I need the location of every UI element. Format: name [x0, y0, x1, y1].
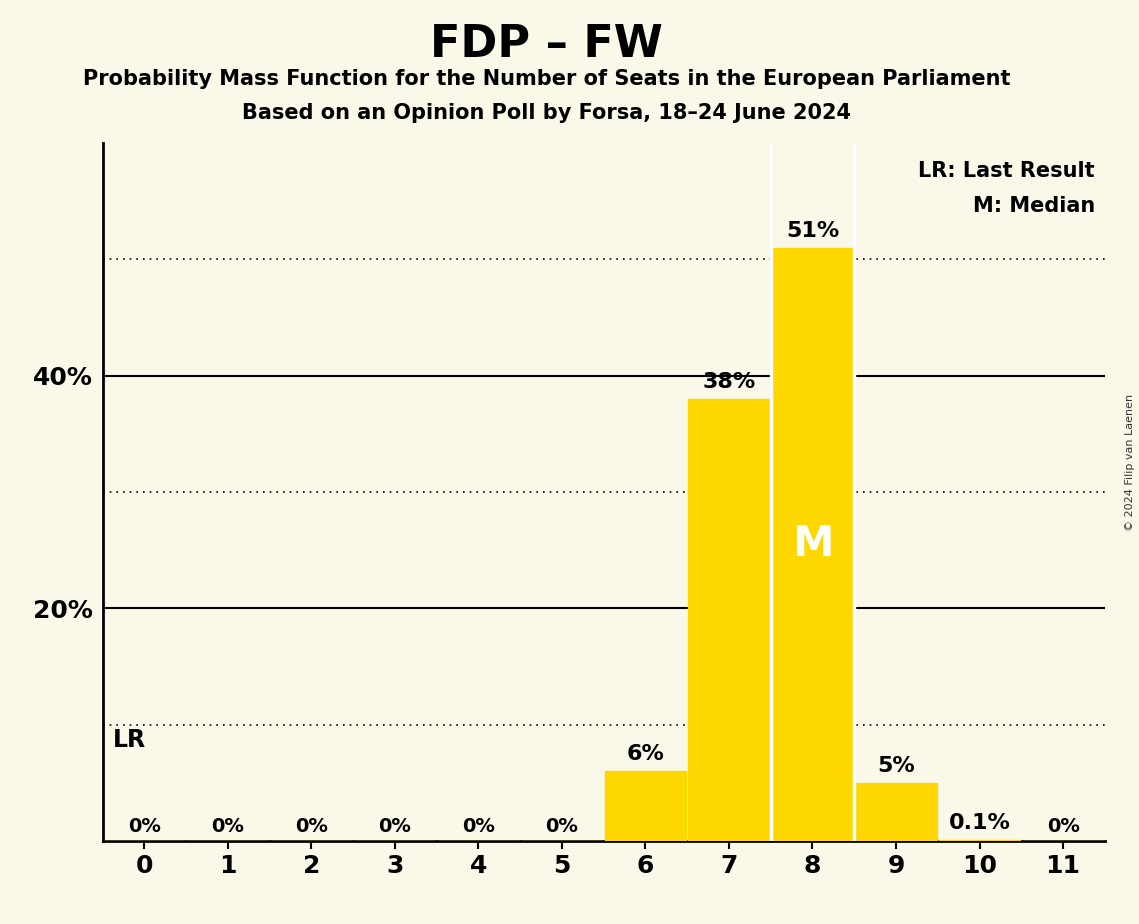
Text: 6%: 6% — [626, 744, 664, 764]
Text: FDP – FW: FDP – FW — [431, 23, 663, 67]
Text: © 2024 Filip van Laenen: © 2024 Filip van Laenen — [1125, 394, 1134, 530]
Text: 0%: 0% — [128, 817, 161, 836]
Text: M: Median: M: Median — [973, 196, 1095, 215]
Text: Probability Mass Function for the Number of Seats in the European Parliament: Probability Mass Function for the Number… — [83, 69, 1010, 90]
Text: M: M — [792, 523, 834, 565]
Bar — [939, 840, 1021, 841]
Text: LR: LR — [113, 728, 146, 752]
Text: 0%: 0% — [546, 817, 579, 836]
Bar — [772, 248, 853, 841]
Bar — [855, 783, 936, 841]
Text: 5%: 5% — [877, 756, 915, 776]
Bar — [688, 399, 770, 841]
Text: 0%: 0% — [462, 817, 494, 836]
Text: 0%: 0% — [212, 817, 244, 836]
Text: 51%: 51% — [786, 221, 839, 241]
Bar — [605, 771, 686, 841]
Text: 0%: 0% — [378, 817, 411, 836]
Text: Based on an Opinion Poll by Forsa, 18–24 June 2024: Based on an Opinion Poll by Forsa, 18–24… — [243, 103, 851, 124]
Text: 38%: 38% — [703, 372, 755, 392]
Text: 0.1%: 0.1% — [949, 813, 1010, 833]
Text: 0%: 0% — [1047, 817, 1080, 836]
Text: LR: Last Result: LR: Last Result — [918, 161, 1095, 181]
Text: 0%: 0% — [295, 817, 328, 836]
